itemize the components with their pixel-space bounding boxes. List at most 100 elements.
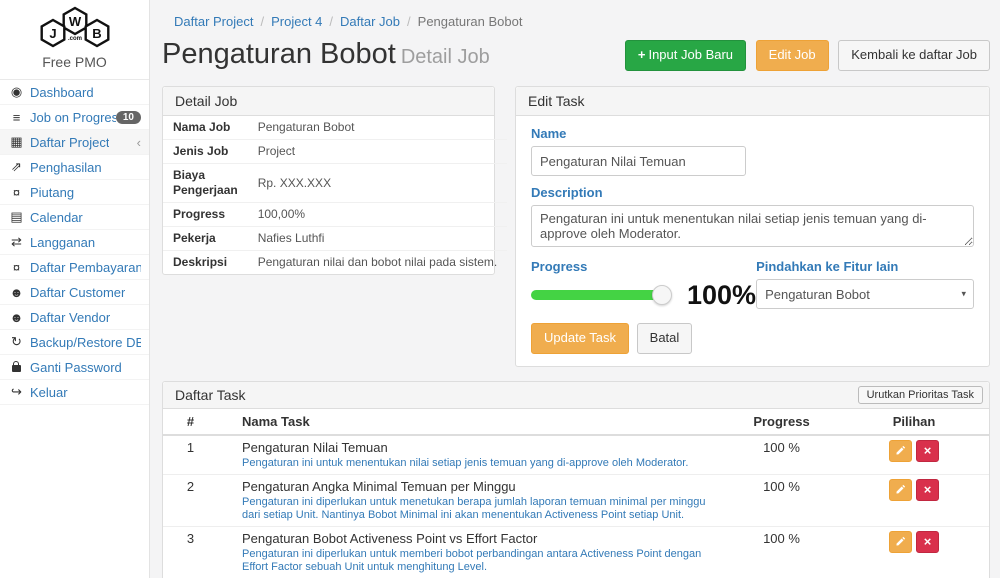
- sidebar-item-calendar[interactable]: ▤ Calendar: [0, 205, 149, 230]
- sidebar-item-ganti-password[interactable]: Ganti Password: [0, 355, 149, 380]
- logo-dotcom: .com: [67, 36, 81, 42]
- task-row: 3 Pengaturan Bobot Activeness Point vs Ef…: [163, 525, 989, 578]
- sidebar-item-dashboard[interactable]: ◉ Dashboard: [0, 80, 149, 105]
- sort-priority-button-top[interactable]: Urutkan Prioritas Task: [857, 385, 983, 404]
- task-progress: 100 %: [724, 525, 839, 578]
- detail-row: Progress 100,00%: [163, 202, 508, 227]
- task-name-cell: Pengaturan Nilai Temuan Pengaturan ini un…: [218, 434, 724, 475]
- page-title-text: Pengaturan Bobot: [162, 38, 396, 70]
- detail-value: Nafies Luthfi: [247, 226, 508, 251]
- breadcrumb-separator: /: [407, 14, 411, 29]
- sidebar-item-penghasilan[interactable]: ⇗ Penghasilan: [0, 155, 149, 180]
- task-number: 2: [163, 473, 218, 527]
- edit-task-body: Name Description Pengaturan ini untuk me…: [516, 116, 989, 366]
- task-description: Pengaturan ini diperlukan untuk memberi …: [242, 547, 702, 573]
- detail-label: Deskripsi: [163, 250, 248, 274]
- sidebar-item-daftar-vendor[interactable]: ☻ Daftar Vendor: [0, 305, 149, 330]
- sidebar-item-daftar-customer[interactable]: ☻ Daftar Customer: [0, 280, 149, 305]
- daftar-task-heading: Daftar Task Urutkan Prioritas Task: [163, 381, 989, 409]
- task-progress: 100 %: [724, 434, 839, 475]
- progress-slider[interactable]: [531, 285, 672, 305]
- progress-column: Progress 100%: [531, 250, 756, 310]
- sidebar-item-label: Daftar Project: [30, 134, 110, 150]
- users-icon: ☻: [9, 309, 24, 325]
- delete-task-button[interactable]: ×: [916, 478, 939, 501]
- sidebar-item-label: Daftar Vendor: [30, 309, 111, 325]
- detail-row: Pekerja Nafies Luthfi: [163, 226, 508, 251]
- delete-task-button[interactable]: ×: [916, 530, 939, 553]
- edit-task-button[interactable]: [889, 478, 912, 501]
- task-description: Pengaturan ini diperlukan untuk menetuka…: [242, 495, 706, 521]
- detail-label: Biaya Pengerjaan: [163, 163, 248, 203]
- delete-task-button[interactable]: ×: [916, 439, 939, 462]
- update-task-button[interactable]: Update Task: [531, 323, 630, 354]
- line-chart-icon: ⇗: [11, 159, 22, 174]
- task-table: # Nama Task Progress Pilihan 1 Pengaturan…: [163, 408, 989, 578]
- col-progress: Progress: [724, 408, 839, 436]
- progress-slider-handle[interactable]: [652, 285, 672, 305]
- app-name: Free PMO: [42, 54, 107, 70]
- edit-task-button[interactable]: [889, 530, 912, 553]
- pencil-icon: [896, 446, 906, 455]
- sidebar-menu: ◉ Dashboard ≡ Job on Progress 10 ▦ Daftar Proj…: [0, 80, 149, 405]
- page-subtitle: Detail Job: [400, 46, 490, 68]
- task-name-cell: Pengaturan Angka Minimal Temuan per Ming…: [218, 473, 724, 527]
- plus-icon: +: [637, 47, 646, 63]
- input-job-baru-button[interactable]: + Input Job Baru: [624, 40, 747, 71]
- pencil-icon: [896, 537, 906, 546]
- page-title: Pengaturan Bobot Detail Job: [162, 37, 490, 74]
- task-row: 2 Pengaturan Angka Minimal Temuan per Min…: [163, 473, 989, 527]
- sidebar-item-label: Daftar Pembayaran: [30, 259, 141, 275]
- move-feature-column: Pindahkan ke Fitur lain Pengaturan Bobot…: [756, 250, 975, 309]
- task-name-cell: Pengaturan Bobot Activeness Point vs Eff…: [218, 525, 724, 578]
- back-to-job-list-button[interactable]: Kembali ke daftar Job: [838, 40, 990, 71]
- breadcrumb-separator: /: [260, 14, 265, 29]
- retweet-icon: ⇄: [11, 234, 22, 249]
- sidebar-item-label: Penghasilan: [30, 159, 102, 175]
- sidebar-item-langganan[interactable]: ⇄ Langganan: [0, 230, 149, 255]
- main-content: Daftar Project / Project 4 / Daftar Job / Peng…: [150, 0, 1000, 578]
- sidebar-item-keluar[interactable]: ↪ Keluar: [0, 380, 149, 405]
- edit-task-panel: Edit Task Name Description Pengaturan in…: [515, 86, 991, 367]
- breadcrumb-separator: /: [329, 14, 334, 29]
- sidebar-item-daftar-project[interactable]: ▦ Daftar Project ‹: [0, 130, 149, 155]
- col-number: #: [163, 408, 218, 436]
- detail-value: Rp. XXX.XXX: [247, 163, 508, 203]
- breadcrumb-daftar-job[interactable]: Daftar Job: [340, 14, 401, 29]
- task-number: 1: [163, 434, 218, 475]
- input-job-baru-label: Input Job Baru: [648, 47, 734, 63]
- breadcrumb-project-4[interactable]: Project 4: [271, 14, 323, 29]
- sidebar-item-job-on-progress[interactable]: ≡ Job on Progress 10: [0, 105, 149, 130]
- sidebar-item-label: Dashboard: [30, 84, 94, 100]
- sidebar-item-label: Backup/Restore DB: [30, 334, 141, 350]
- task-name: Pengaturan Angka Minimal Temuan per Ming…: [242, 478, 516, 494]
- task-name-input[interactable]: [531, 146, 746, 176]
- batal-button[interactable]: Batal: [636, 323, 693, 354]
- detail-label: Jenis Job: [163, 139, 248, 164]
- logo-letter-w: W: [68, 14, 81, 29]
- refresh-icon: ↻: [11, 334, 22, 349]
- calendar-icon: ▤: [10, 209, 23, 224]
- detail-job-heading: Detail Job: [163, 87, 494, 116]
- edit-task-button[interactable]: [889, 439, 912, 462]
- edit-task-heading: Edit Task: [516, 87, 990, 116]
- sidebar-item-daftar-pembayaran[interactable]: ¤ Daftar Pembayaran: [0, 255, 149, 280]
- task-description-textarea[interactable]: Pengaturan ini untuk menentukan nilai se…: [531, 205, 975, 247]
- move-feature-select[interactable]: Pengaturan Bobot: [756, 279, 975, 309]
- move-feature-label: Pindahkan ke Fitur lain: [756, 259, 899, 274]
- sidebar-item-label: Piutang: [30, 184, 75, 200]
- task-actions: ×: [839, 473, 989, 527]
- sidebar-item-label: Langganan: [30, 234, 96, 250]
- sidebar: W J B .com Free PMO ◉ Dashboard ≡ Job on Pr…: [0, 0, 150, 578]
- task-name: Pengaturan Nilai Temuan: [242, 439, 388, 455]
- task-number: 3: [163, 525, 218, 578]
- logo-letter-j: J: [49, 26, 56, 41]
- task-description: Pengaturan ini untuk menentukan nilai se…: [242, 456, 689, 469]
- progress-row: Progress 100% Pindahkan ke Fitur lain Pe…: [531, 250, 975, 310]
- sidebar-item-backup-restore-db[interactable]: ↻ Backup/Restore DB: [0, 330, 149, 355]
- edit-job-button[interactable]: Edit Job: [755, 40, 829, 71]
- detail-job-table-body: Nama Job Pengaturan Bobot Jenis Job Project…: [163, 116, 508, 274]
- sidebar-item-piutang[interactable]: ¤ Piutang: [0, 180, 149, 205]
- detail-row: Biaya Pengerjaan Rp. XXX.XXX: [163, 163, 508, 203]
- breadcrumb-daftar-project[interactable]: Daftar Project: [174, 14, 254, 29]
